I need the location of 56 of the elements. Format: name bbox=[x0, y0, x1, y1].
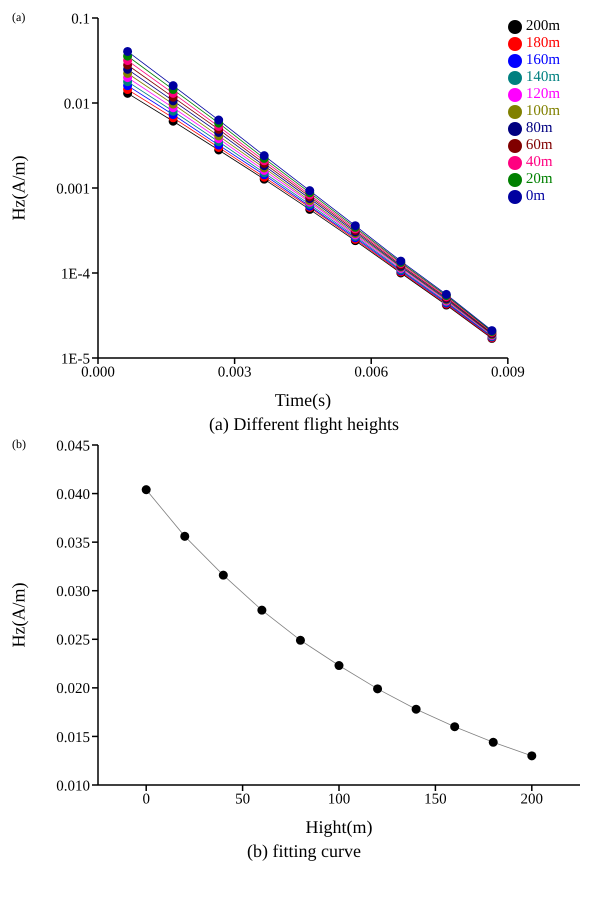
x-tick-label: 50 bbox=[235, 792, 250, 808]
y-axis-title: Hz(A/m) bbox=[8, 582, 28, 648]
point bbox=[260, 151, 269, 160]
point bbox=[168, 81, 178, 90]
y-tick-label: 1E-5 bbox=[60, 351, 90, 368]
x-tick-label: 0 bbox=[142, 792, 150, 808]
y-tick-label: 0.045 bbox=[56, 438, 90, 454]
point bbox=[373, 684, 382, 694]
point bbox=[180, 532, 190, 541]
point bbox=[214, 116, 224, 125]
x-tick-label: 0.003 bbox=[218, 364, 252, 381]
legend-label: 40m bbox=[526, 154, 552, 170]
x-tick-label: 150 bbox=[424, 792, 447, 808]
legend-label: 120m bbox=[526, 86, 560, 102]
point bbox=[142, 485, 151, 494]
text: (a) bbox=[12, 10, 26, 25]
point bbox=[450, 722, 460, 732]
legend-label: 180m bbox=[526, 35, 560, 51]
x-tick-label: 0.006 bbox=[354, 364, 389, 381]
point bbox=[123, 46, 132, 56]
point bbox=[218, 570, 228, 580]
x-tick-label: 0.009 bbox=[490, 364, 525, 381]
text: (b) bbox=[12, 437, 26, 452]
point bbox=[488, 738, 498, 747]
legend-label: 0m bbox=[526, 188, 545, 204]
text: (b) fitting curve bbox=[246, 841, 362, 862]
y-tick-label: 0.01 bbox=[64, 96, 90, 112]
point bbox=[527, 751, 536, 760]
x-axis-title: Time(s) bbox=[274, 390, 332, 410]
y-tick-label: 0.001 bbox=[56, 181, 90, 198]
y-tick-label: 0.040 bbox=[56, 486, 90, 503]
point bbox=[257, 606, 266, 615]
legend-label: 20m bbox=[526, 171, 552, 187]
text: (a) Different flight heights bbox=[208, 414, 400, 435]
y-tick-label: 0.015 bbox=[56, 730, 90, 746]
legend-label: 80m bbox=[526, 120, 552, 136]
legend-label: 60m bbox=[526, 137, 552, 153]
x-axis-title: Hight(m) bbox=[306, 817, 372, 837]
y-tick-label: 0.025 bbox=[56, 632, 90, 649]
y-tick-label: 0.1 bbox=[71, 11, 90, 28]
legend-label: 200m bbox=[526, 18, 560, 34]
x-tick-label: 0.000 bbox=[81, 364, 115, 381]
y-tick-label: 1E-4 bbox=[60, 266, 90, 282]
legend-label: 100m bbox=[526, 103, 560, 119]
y-tick-label: 0.030 bbox=[56, 584, 90, 600]
point bbox=[296, 636, 305, 645]
point bbox=[334, 661, 344, 670]
legend-label: 160m bbox=[526, 52, 560, 68]
point bbox=[412, 704, 421, 714]
y-tick-label: 0.010 bbox=[56, 778, 90, 794]
y-tick-label: 0.020 bbox=[56, 681, 90, 698]
x-tick-label: 100 bbox=[328, 792, 350, 808]
x-tick-label: 200 bbox=[520, 792, 544, 808]
y-axis-title: Hz(A/m) bbox=[8, 156, 28, 220]
y-tick-label: 0.035 bbox=[56, 535, 90, 552]
legend-label: 140m bbox=[526, 69, 560, 85]
